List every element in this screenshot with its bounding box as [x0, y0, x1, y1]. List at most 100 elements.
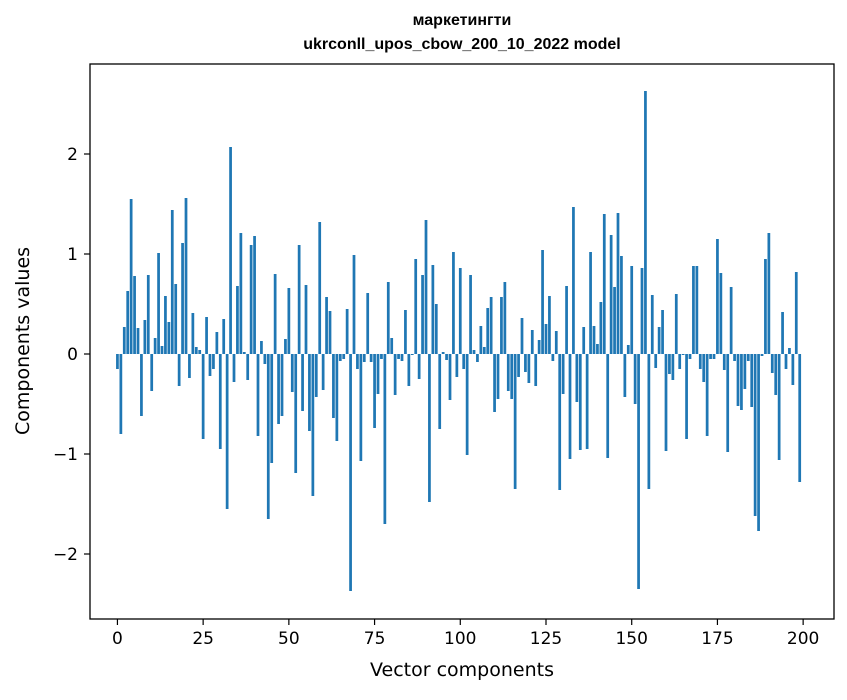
bar: [486, 308, 490, 354]
bar: [201, 354, 205, 439]
bar: [781, 312, 784, 354]
bar: [637, 354, 640, 589]
bar: [325, 297, 328, 354]
bar: [140, 354, 143, 416]
x-axis-label: Vector components: [370, 659, 554, 681]
bar: [407, 354, 411, 386]
bar: [633, 354, 637, 404]
x-tick-label: 25: [192, 629, 214, 649]
bar: [126, 291, 130, 354]
bar: [777, 354, 781, 460]
bar: [513, 354, 517, 489]
bar: [530, 330, 534, 354]
bar: [129, 199, 133, 354]
bar: [246, 354, 250, 380]
bar: [177, 354, 181, 386]
bar: [393, 354, 397, 395]
bar: [215, 332, 219, 354]
bar: [270, 354, 274, 463]
bar: [692, 266, 695, 354]
y-tick-label: 1: [67, 245, 78, 265]
bar: [674, 294, 678, 354]
bar: [383, 354, 387, 524]
bar: [414, 259, 418, 354]
bar: [441, 352, 445, 354]
bar: [746, 354, 750, 361]
bar: [249, 245, 253, 354]
bar: [445, 354, 448, 360]
bar: [753, 354, 757, 516]
bar: [702, 354, 706, 382]
bar: [116, 354, 119, 369]
bar: [479, 326, 483, 354]
bar: [626, 345, 630, 354]
bar: [157, 253, 160, 354]
bar: [386, 282, 390, 354]
bar: [640, 268, 644, 354]
bar: [229, 147, 232, 354]
bar: [287, 288, 291, 354]
bar: [784, 354, 788, 369]
bar: [208, 354, 212, 376]
bar: [541, 250, 544, 354]
bar: [266, 354, 270, 519]
bar: [277, 354, 280, 424]
bar: [650, 295, 654, 354]
bar: [352, 255, 356, 354]
bar: [174, 284, 178, 354]
bar: [236, 286, 239, 354]
bar: [644, 91, 647, 354]
bar: [736, 354, 740, 406]
bar: [630, 266, 634, 354]
bar: [578, 354, 582, 450]
bar: [572, 207, 575, 354]
bar: [719, 273, 723, 354]
x-tick-label: 175: [701, 629, 733, 649]
bar: [349, 354, 352, 591]
bar: [369, 354, 373, 362]
bar: [791, 354, 795, 385]
bar: [767, 233, 771, 354]
bar: [356, 354, 359, 369]
bar: [136, 328, 140, 354]
bar: [500, 297, 503, 354]
bar: [623, 354, 627, 397]
bar: [338, 354, 342, 361]
bar: [458, 268, 462, 354]
bar: [160, 346, 164, 354]
bar: [661, 310, 664, 354]
x-axis: 0 25 50 75 100 125 150 175 200: [112, 619, 819, 649]
x-tick-label: 75: [364, 629, 386, 649]
bar: [462, 354, 466, 369]
bar: [366, 293, 370, 354]
bar: [733, 354, 736, 361]
y-tick-label: 0: [67, 345, 78, 365]
bar: [311, 354, 315, 496]
bar: [424, 220, 428, 354]
bar: [716, 239, 719, 354]
bar: [321, 354, 325, 390]
bar: [709, 354, 712, 359]
bar: [740, 354, 743, 410]
bar: [205, 317, 208, 354]
bar: [613, 287, 616, 354]
bar: [212, 354, 215, 369]
bar: [565, 286, 568, 354]
bar: [218, 354, 222, 449]
bar: [493, 354, 496, 412]
bar: [589, 252, 592, 354]
bar: [517, 354, 520, 377]
bar: [750, 354, 754, 407]
bar: [376, 354, 380, 394]
bar: [390, 338, 394, 354]
bar: [194, 347, 198, 354]
bar: [609, 235, 613, 354]
bar: [314, 354, 318, 397]
bar: [664, 354, 668, 451]
bar: [280, 354, 284, 416]
bar: [671, 354, 675, 380]
bar: [770, 354, 774, 373]
bar: [465, 354, 469, 455]
bar: [599, 302, 603, 354]
bar: [198, 350, 202, 354]
